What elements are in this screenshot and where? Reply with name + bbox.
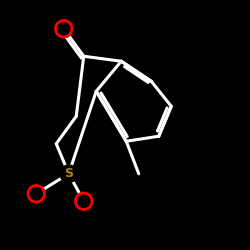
Circle shape	[60, 165, 78, 182]
Circle shape	[59, 24, 68, 33]
Text: S: S	[64, 167, 73, 180]
Circle shape	[28, 185, 45, 202]
Circle shape	[32, 189, 41, 198]
Circle shape	[79, 197, 88, 206]
Circle shape	[75, 192, 92, 210]
Circle shape	[55, 20, 72, 38]
